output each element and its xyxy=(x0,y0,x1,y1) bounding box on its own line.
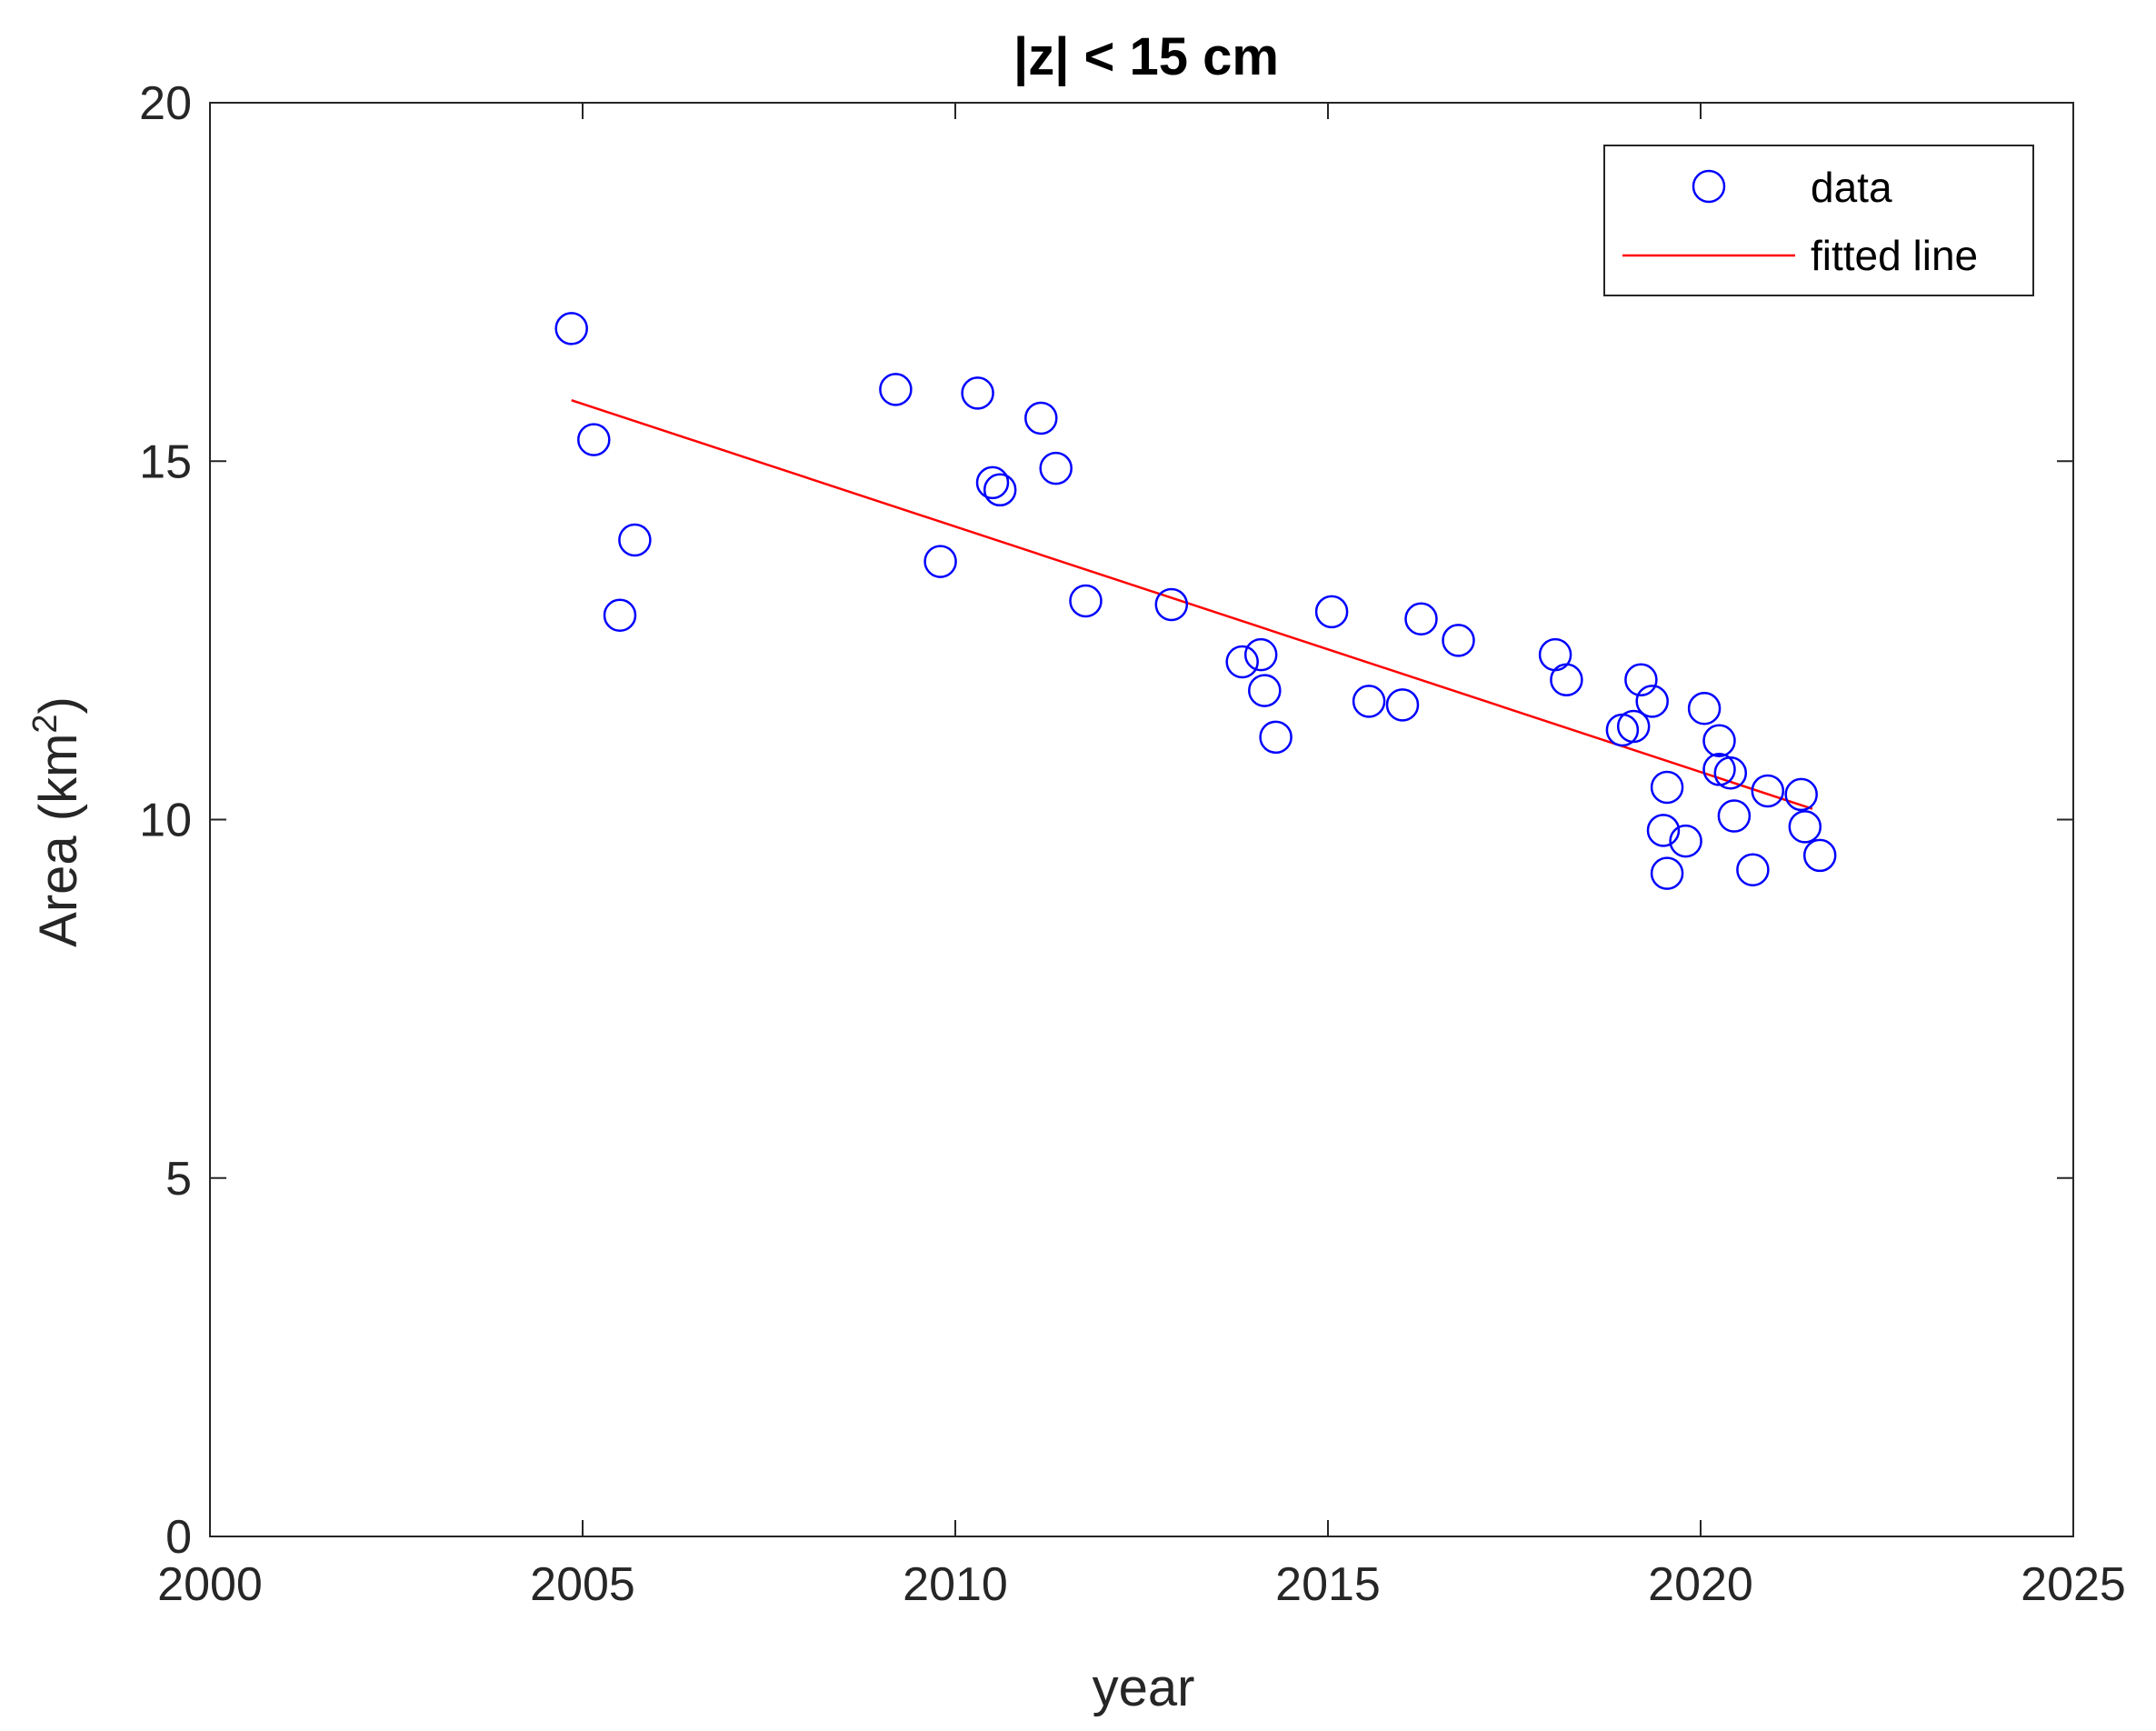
data-point xyxy=(961,376,994,410)
data-point xyxy=(1669,824,1702,858)
data-point xyxy=(1784,777,1818,812)
data-point xyxy=(1687,692,1722,725)
data-point xyxy=(923,545,957,578)
data-point xyxy=(1385,688,1420,722)
data-point xyxy=(1069,584,1103,618)
legend-label-data: data xyxy=(1811,164,1892,211)
legend-box xyxy=(1603,145,2034,296)
data-point xyxy=(1717,799,1752,833)
data-point xyxy=(1039,451,1073,485)
data-point xyxy=(618,523,652,557)
x-tick-label: 2025 xyxy=(2021,1558,2126,1611)
plot-area xyxy=(209,102,2074,1537)
data-point xyxy=(1646,814,1681,847)
data-point xyxy=(554,312,588,345)
data-point xyxy=(1248,674,1282,707)
x-tick-label: 2000 xyxy=(157,1558,263,1611)
data-point xyxy=(1650,770,1684,805)
data-point xyxy=(1713,755,1748,790)
data-point xyxy=(879,373,913,406)
x-tick-label: 2010 xyxy=(903,1558,1008,1611)
data-points xyxy=(554,312,1837,890)
data-point xyxy=(1624,663,1658,696)
data-point xyxy=(1259,720,1293,755)
data-point xyxy=(1650,856,1684,890)
legend-data-marker xyxy=(1692,169,1726,204)
y-tick-label: 5 xyxy=(165,1153,192,1206)
x-axis-ticks: 2000 2005 2010 2015 2020 2025 xyxy=(157,103,2126,1611)
data-point xyxy=(975,465,1010,500)
data-point xyxy=(1616,709,1651,744)
y-tick-label: 0 xyxy=(165,1511,192,1564)
legend-label-fitted-line: fitted line xyxy=(1811,232,1978,279)
data-point xyxy=(1550,663,1583,696)
y-axis-label-main: Area (km xyxy=(29,734,88,947)
fitted-line xyxy=(571,399,1813,810)
data-point xyxy=(1225,645,1259,679)
data-point xyxy=(1635,685,1669,718)
data-point xyxy=(1442,624,1475,657)
x-axis-label: year xyxy=(1093,1658,1195,1717)
y-axis-label: Area (km2) xyxy=(26,696,88,947)
x-tick-label: 2005 xyxy=(530,1558,635,1611)
data-point xyxy=(1404,602,1438,635)
y-axis-label-superscript: 2 xyxy=(26,714,65,733)
data-point xyxy=(1243,637,1278,672)
y-tick-label: 20 xyxy=(139,77,192,130)
y-axis-label-suffix: ) xyxy=(29,696,88,714)
y-axis-ticks: 0 5 10 15 20 xyxy=(139,77,2073,1564)
y-tick-label: 10 xyxy=(139,795,192,847)
data-point xyxy=(1788,810,1822,844)
chart-title: |z| < 15 cm xyxy=(1013,27,1279,86)
y-tick-label: 15 xyxy=(139,435,192,488)
data-point xyxy=(1154,587,1189,622)
data-point xyxy=(1751,774,1785,808)
x-tick-label: 2015 xyxy=(1275,1558,1381,1611)
legend: data fitted line xyxy=(1603,145,2034,296)
data-point xyxy=(983,473,1017,507)
data-point xyxy=(1352,685,1386,718)
data-point xyxy=(603,598,637,633)
data-point xyxy=(1314,595,1349,629)
data-point xyxy=(577,423,611,456)
data-point xyxy=(1736,853,1770,886)
x-tick-label: 2020 xyxy=(1648,1558,1753,1611)
data-point xyxy=(1024,401,1058,435)
data-point xyxy=(1702,724,1736,758)
data-point xyxy=(1802,838,1837,873)
